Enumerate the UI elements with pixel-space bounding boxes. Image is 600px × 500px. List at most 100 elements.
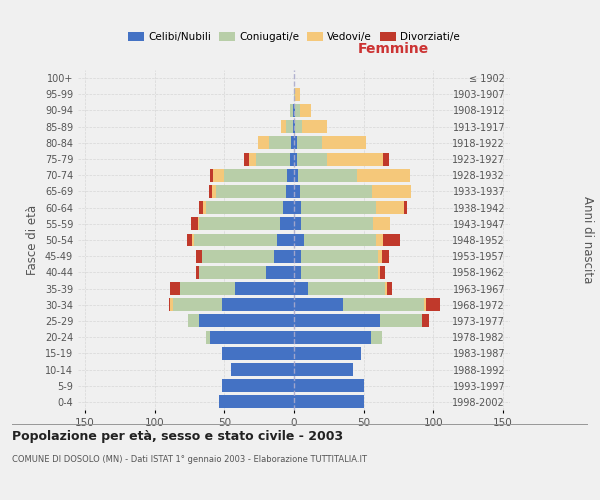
Bar — [191, 218, 198, 230]
Bar — [212, 185, 216, 198]
Bar — [302, 120, 328, 133]
Bar — [196, 266, 199, 279]
Bar — [211, 330, 294, 344]
Bar — [424, 298, 427, 311]
Bar — [294, 250, 301, 262]
Bar — [194, 234, 277, 246]
Bar — [293, 104, 294, 117]
Bar — [199, 201, 203, 214]
Bar — [286, 185, 294, 198]
Bar — [206, 201, 283, 214]
Bar — [221, 379, 294, 392]
Bar — [295, 88, 299, 101]
Bar — [294, 347, 361, 360]
Bar — [343, 298, 424, 311]
Text: Popolazione per età, sesso e stato civile - 2003: Popolazione per età, sesso e stato civil… — [12, 430, 343, 443]
Bar — [376, 234, 383, 246]
Bar — [274, 250, 294, 262]
Bar — [294, 88, 295, 101]
Bar — [294, 298, 343, 311]
Bar — [235, 282, 294, 295]
Y-axis label: Fasce di età: Fasce di età — [26, 205, 39, 275]
Bar — [299, 185, 372, 198]
Bar — [373, 218, 390, 230]
Bar — [199, 218, 280, 230]
Bar — [266, 266, 294, 279]
Bar — [173, 298, 221, 311]
Bar — [209, 185, 212, 198]
Bar — [169, 298, 170, 311]
Bar — [297, 152, 328, 166]
Bar — [328, 152, 383, 166]
Bar — [170, 282, 180, 295]
Bar — [298, 169, 357, 181]
Bar — [258, 136, 269, 149]
Bar — [250, 152, 256, 166]
Bar — [322, 136, 367, 149]
Text: Femmine: Femmine — [358, 42, 429, 56]
Bar — [286, 120, 293, 133]
Bar — [422, 314, 429, 328]
Bar — [372, 185, 411, 198]
Bar — [203, 201, 206, 214]
Bar — [380, 314, 422, 328]
Bar — [294, 234, 304, 246]
Bar — [293, 120, 294, 133]
Bar — [198, 218, 199, 230]
Bar — [294, 169, 298, 181]
Bar — [283, 201, 294, 214]
Bar — [295, 104, 299, 117]
Bar — [294, 201, 301, 214]
Bar — [206, 330, 211, 344]
Bar — [187, 234, 192, 246]
Bar — [213, 169, 224, 181]
Bar — [404, 201, 407, 214]
Bar — [383, 234, 400, 246]
Bar — [294, 152, 297, 166]
Bar — [294, 282, 308, 295]
Y-axis label: Anni di nascita: Anni di nascita — [581, 196, 594, 284]
Bar — [211, 169, 213, 181]
Bar — [294, 120, 295, 133]
Bar — [357, 169, 410, 181]
Bar — [427, 298, 440, 311]
Bar — [301, 218, 373, 230]
Bar — [221, 347, 294, 360]
Bar — [301, 201, 376, 214]
Bar — [295, 120, 302, 133]
Bar — [196, 250, 202, 262]
Bar — [377, 266, 380, 279]
Bar — [294, 266, 301, 279]
Bar — [371, 330, 382, 344]
Bar — [180, 282, 235, 295]
Bar — [294, 379, 364, 392]
Bar — [294, 314, 380, 328]
Bar — [297, 136, 322, 149]
Bar — [383, 152, 389, 166]
Bar — [301, 250, 377, 262]
Bar — [294, 396, 364, 408]
Bar — [280, 218, 294, 230]
Bar — [294, 218, 301, 230]
Bar — [294, 104, 295, 117]
Bar — [380, 266, 385, 279]
Bar — [294, 136, 297, 149]
Bar — [202, 250, 274, 262]
Bar — [385, 282, 388, 295]
Bar — [294, 185, 299, 198]
Bar — [170, 298, 173, 311]
Bar — [294, 330, 371, 344]
Bar — [304, 234, 376, 246]
Bar — [301, 266, 377, 279]
Bar — [294, 363, 353, 376]
Bar — [277, 234, 294, 246]
Bar — [382, 250, 389, 262]
Bar — [256, 152, 290, 166]
Bar — [291, 136, 294, 149]
Legend: Celibi/Nubili, Coniugati/e, Vedovi/e, Divorziati/e: Celibi/Nubili, Coniugati/e, Vedovi/e, Di… — [124, 28, 464, 46]
Bar — [308, 282, 385, 295]
Bar — [216, 185, 286, 198]
Bar — [192, 234, 194, 246]
Bar — [199, 266, 266, 279]
Text: COMUNE DI DOSOLO (MN) - Dati ISTAT 1° gennaio 2003 - Elaborazione TUTTITALIA.IT: COMUNE DI DOSOLO (MN) - Dati ISTAT 1° ge… — [12, 455, 367, 464]
